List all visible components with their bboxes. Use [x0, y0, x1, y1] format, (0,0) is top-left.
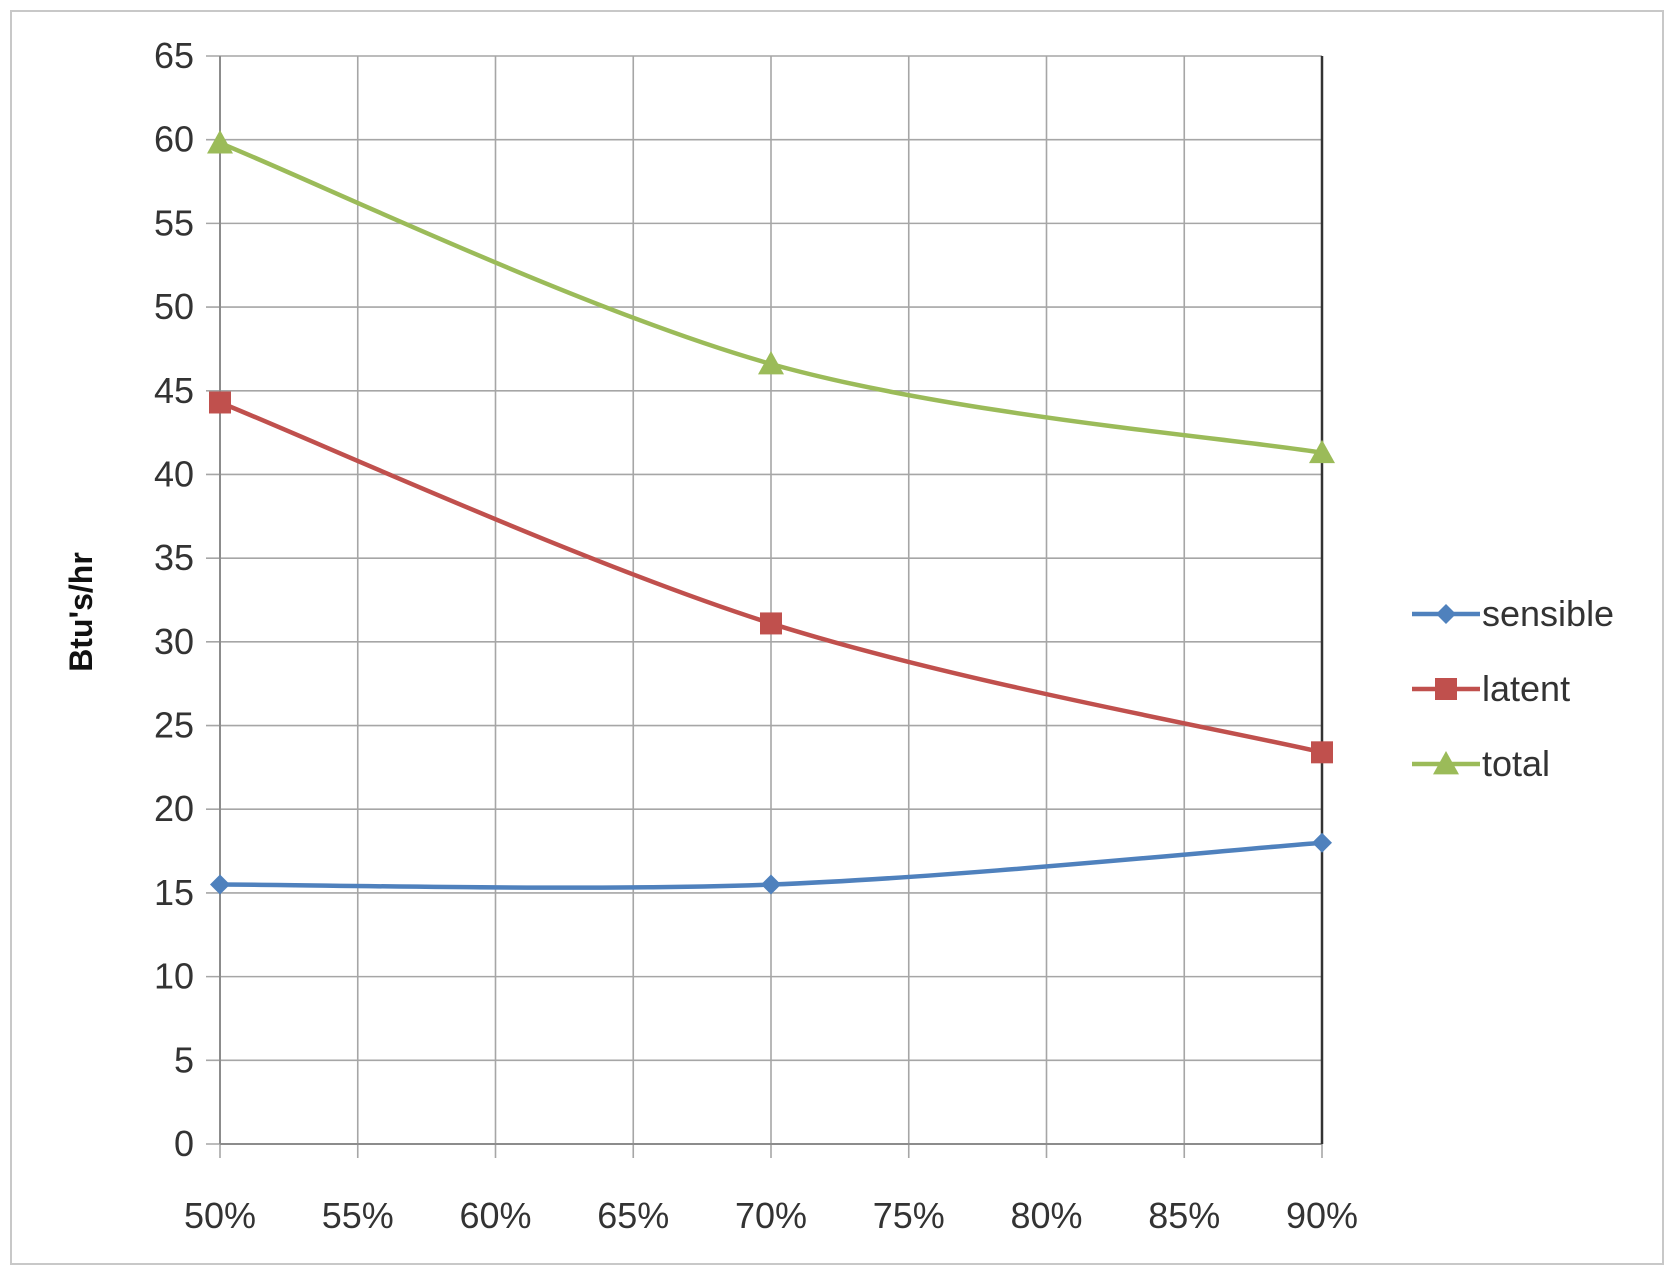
x-tick-label: 55%: [322, 1195, 394, 1236]
sensible-point: [761, 874, 781, 895]
x-tick-label: 75%: [873, 1195, 945, 1236]
latent-point: [1311, 741, 1333, 764]
x-tick-label: 50%: [184, 1195, 256, 1236]
x-tick-labels: 50% 55% 60% 65% 70% 75% 80% 85% 90%: [184, 1195, 1358, 1236]
legend-label-total: total: [1482, 743, 1550, 784]
legend-label-latent: latent: [1482, 668, 1570, 709]
x-tick-label: 65%: [597, 1195, 669, 1236]
y-tick-label: 55: [154, 202, 194, 243]
latent-point: [760, 612, 782, 635]
axes: [219, 56, 1324, 1145]
legend: sensible latent total: [1412, 593, 1614, 784]
y-tick-labels: 0 5 10 15 20 25 30 35 40 45 50 55 60 65: [154, 35, 194, 1164]
y-tick-label: 50: [154, 286, 194, 327]
y-tick-label: 65: [154, 35, 194, 76]
total-point: [758, 350, 784, 375]
chart-frame: [10, 10, 1664, 1265]
gridlines: [206, 55, 1323, 1158]
series-sensible: [210, 832, 1332, 895]
y-tick-label: 35: [154, 537, 194, 578]
x-tick-label: 90%: [1286, 1195, 1358, 1236]
x-tick-label: 85%: [1148, 1195, 1220, 1236]
sensible-point: [1312, 832, 1332, 853]
y-tick-label: 15: [154, 872, 194, 913]
y-tick-label: 60: [154, 119, 194, 160]
total-point: [207, 130, 233, 154]
x-tick-label: 80%: [1010, 1195, 1082, 1236]
legend-item-latent: latent: [1412, 668, 1570, 709]
latent-point: [209, 391, 231, 414]
x-tick-label: 60%: [459, 1195, 531, 1236]
y-tick-label: 45: [154, 370, 194, 411]
y-tick-label: 10: [154, 956, 194, 997]
legend-marker-total: [1433, 751, 1459, 775]
legend-item-total: total: [1412, 743, 1550, 784]
x-tick-label: 70%: [735, 1195, 807, 1236]
series-total: [207, 130, 1335, 464]
legend-marker-sensible: [1436, 604, 1456, 624]
legend-label-sensible: sensible: [1482, 593, 1614, 634]
y-axis-label: Btu's/hr: [63, 552, 99, 672]
y-tick-label: 0: [174, 1123, 194, 1164]
legend-item-sensible: sensible: [1412, 593, 1614, 634]
y-tick-label: 20: [154, 788, 194, 829]
sensible-point: [210, 874, 230, 895]
total-point: [1309, 439, 1335, 464]
y-tick-label: 25: [154, 705, 194, 746]
legend-marker-latent: [1435, 678, 1457, 700]
y-tick-label: 5: [174, 1039, 194, 1080]
series: [207, 130, 1335, 895]
y-tick-label: 40: [154, 453, 194, 494]
y-tick-label: 30: [154, 621, 194, 662]
series-latent: [209, 391, 1333, 764]
